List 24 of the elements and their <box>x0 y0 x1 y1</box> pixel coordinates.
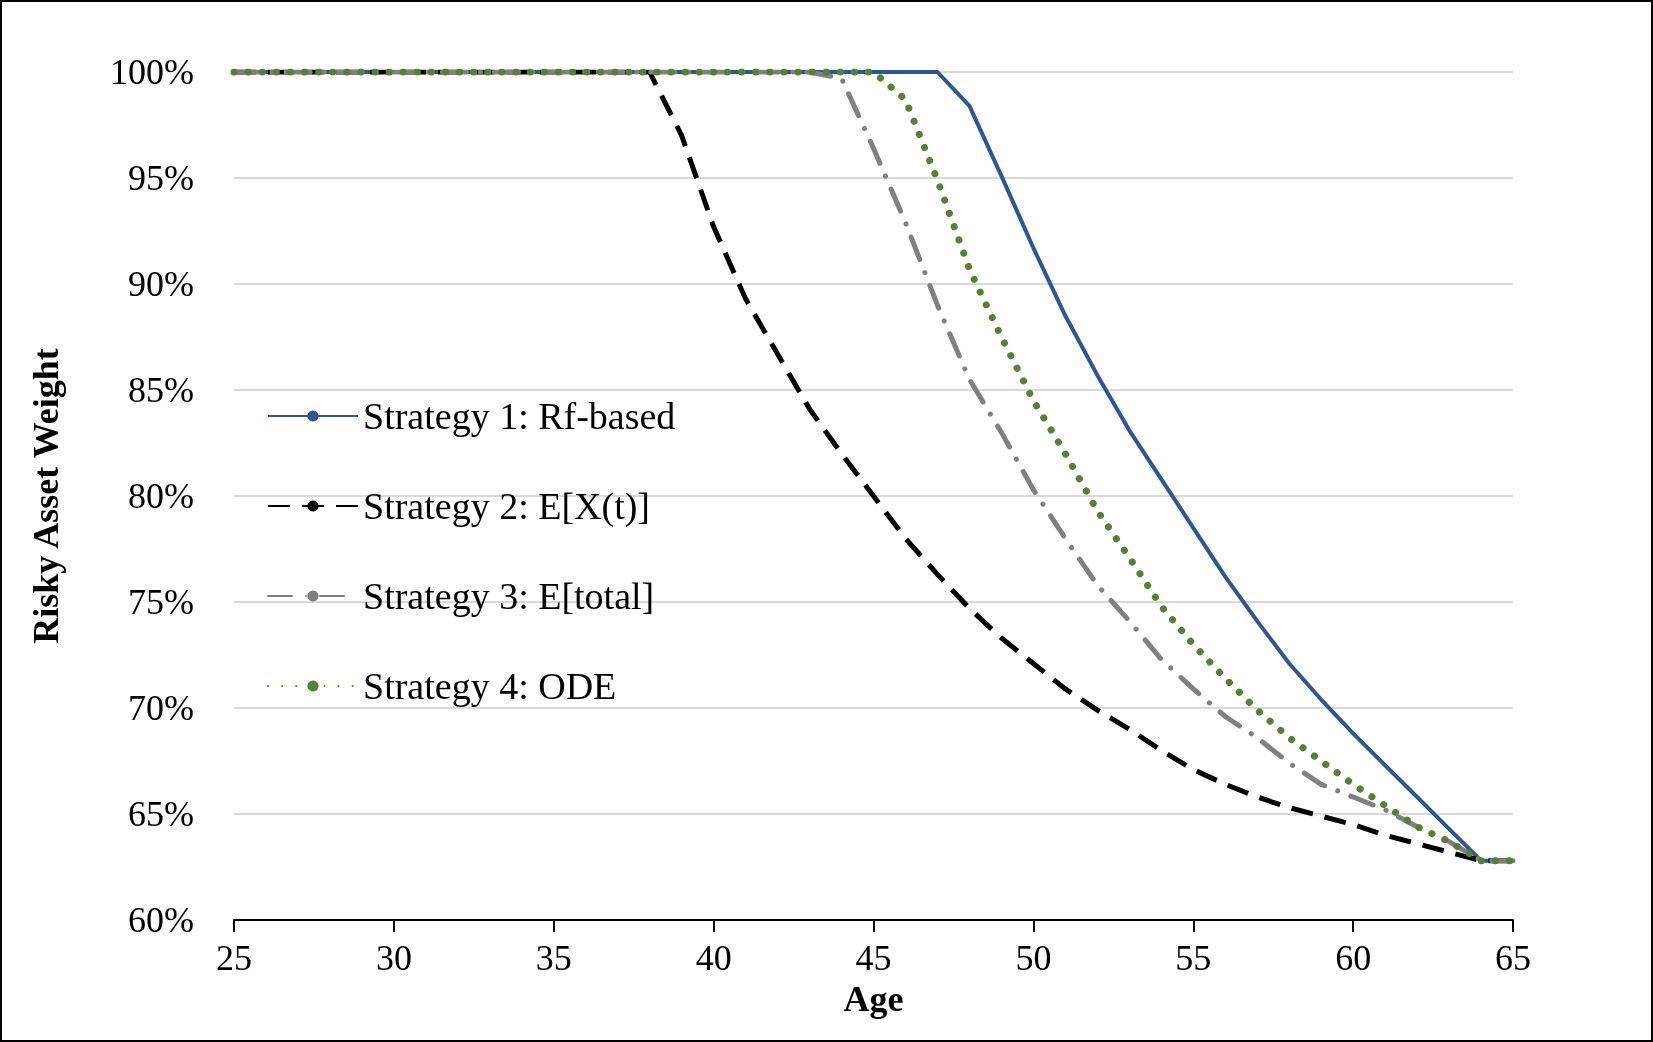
x-tick-label: 50 <box>1015 938 1052 978</box>
y-tick-label: 85% <box>128 370 194 410</box>
y-tick-label: 80% <box>128 476 194 516</box>
y-tick-label: 70% <box>128 688 194 728</box>
y-tick-label: 60% <box>128 900 194 940</box>
x-tick-label: 65 <box>1495 938 1531 978</box>
y-tick-label: 90% <box>128 264 194 304</box>
y-tick-label: 75% <box>128 582 194 622</box>
legend-label: Strategy 2: E[X(t)] <box>363 485 651 528</box>
legend-label: Strategy 3: E[total] <box>363 575 655 617</box>
x-tick-label: 45 <box>855 938 892 978</box>
x-tick-label: 35 <box>535 938 572 978</box>
y-tick-label: 65% <box>128 794 194 834</box>
y-axis-title: Risky Asset Weight <box>26 348 66 644</box>
x-tick-label: 30 <box>375 938 412 978</box>
x-tick-label: 25 <box>216 938 252 978</box>
x-tick-label: 55 <box>1175 938 1212 978</box>
x-tick-label: 40 <box>695 938 732 978</box>
x-tick-label: 60 <box>1335 938 1372 978</box>
y-tick-label: 95% <box>128 158 194 198</box>
legend-label: Strategy 4: ODE <box>363 665 617 707</box>
x-axis-title: Age <box>843 978 904 1019</box>
y-tick-label: 100% <box>110 52 194 92</box>
legend-label: Strategy 1: Rf-based <box>363 395 676 437</box>
